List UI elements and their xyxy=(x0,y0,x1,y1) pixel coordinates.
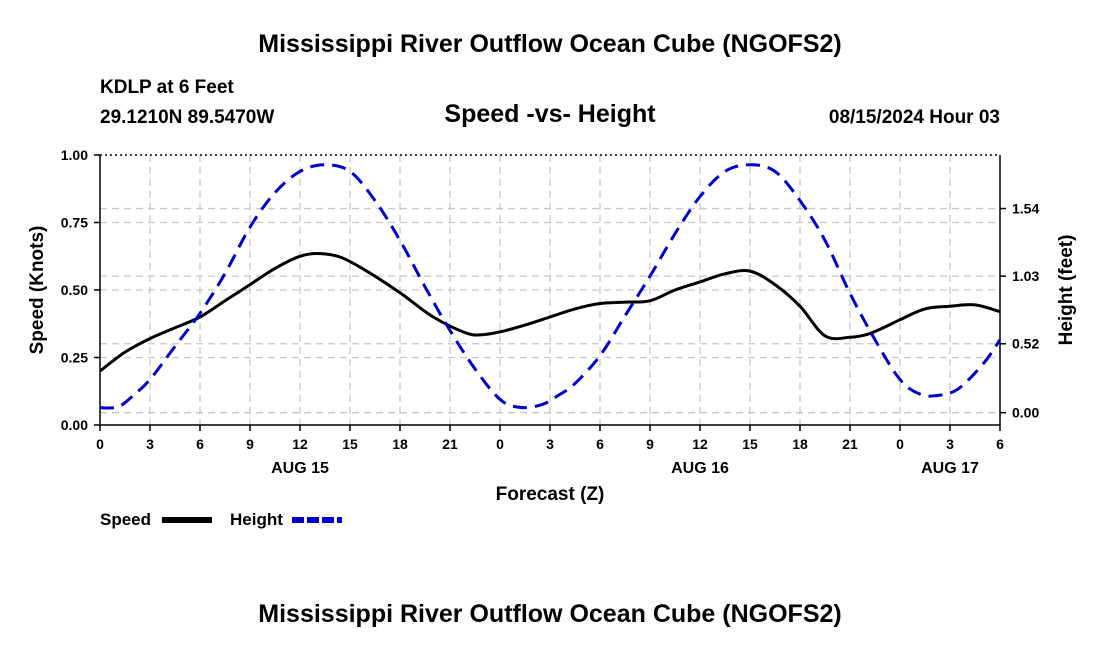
x-tick-label: 3 xyxy=(946,436,954,452)
x-tick-label: 15 xyxy=(742,436,758,452)
x-day-label: AUG 15 xyxy=(271,460,329,477)
y2-tick-label: 0.52 xyxy=(1012,336,1039,352)
x-tick-label: 0 xyxy=(496,436,504,452)
x-day-label: AUG 16 xyxy=(671,460,729,477)
x-tick-label: 6 xyxy=(996,436,1004,452)
x-tick-label: 15 xyxy=(342,436,358,452)
y2-axis-title: Height (feet) xyxy=(1056,235,1077,346)
x-axis-title: Forecast (Z) xyxy=(496,484,605,505)
page-title: Mississippi River Outflow Ocean Cube (NG… xyxy=(258,30,842,58)
y-tick-label: 0.75 xyxy=(61,215,88,231)
x-tick-label: 9 xyxy=(646,436,654,452)
page-title-repeat: Mississippi River Outflow Ocean Cube (NG… xyxy=(258,600,842,628)
series-line-height xyxy=(100,163,1000,410)
y-axis-title: Speed (Knots) xyxy=(27,226,48,355)
y2-tick-label: 1.03 xyxy=(1012,268,1039,284)
legend-label-speed: Speed xyxy=(100,510,151,529)
x-tick-label: 21 xyxy=(442,436,458,452)
chart-subtitle: Speed -vs- Height xyxy=(444,100,656,128)
x-day-label: AUG 17 xyxy=(921,460,979,477)
legend-label-height: Height xyxy=(230,510,283,529)
y-tick-label: 0.50 xyxy=(61,282,88,298)
forecast-date: 08/15/2024 Hour 03 xyxy=(828,107,1000,128)
x-tick-label: 0 xyxy=(96,436,104,452)
y-tick-label: 0.00 xyxy=(61,417,88,433)
x-tick-label: 12 xyxy=(692,436,708,452)
y-tick-label: 0.25 xyxy=(61,350,88,366)
x-tick-label: 3 xyxy=(146,436,154,452)
series-line-speed xyxy=(100,252,1000,373)
station-coordinates: 29.1210N 89.5470W xyxy=(100,107,275,128)
x-tick-label: 6 xyxy=(596,436,604,452)
x-tick-label: 21 xyxy=(842,436,858,452)
y2-tick-label: 1.54 xyxy=(1012,201,1039,217)
x-tick-label: 18 xyxy=(392,436,408,452)
x-tick-label: 6 xyxy=(196,436,204,452)
y-tick-label: 1.00 xyxy=(61,147,88,163)
x-tick-label: 3 xyxy=(546,436,554,452)
x-tick-label: 0 xyxy=(896,436,904,452)
y2-tick-label: 0.00 xyxy=(1012,405,1039,421)
x-tick-label: 9 xyxy=(246,436,254,452)
station-label: KDLP at 6 Feet xyxy=(100,77,234,98)
x-tick-label: 12 xyxy=(292,436,308,452)
x-tick-label: 18 xyxy=(792,436,808,452)
